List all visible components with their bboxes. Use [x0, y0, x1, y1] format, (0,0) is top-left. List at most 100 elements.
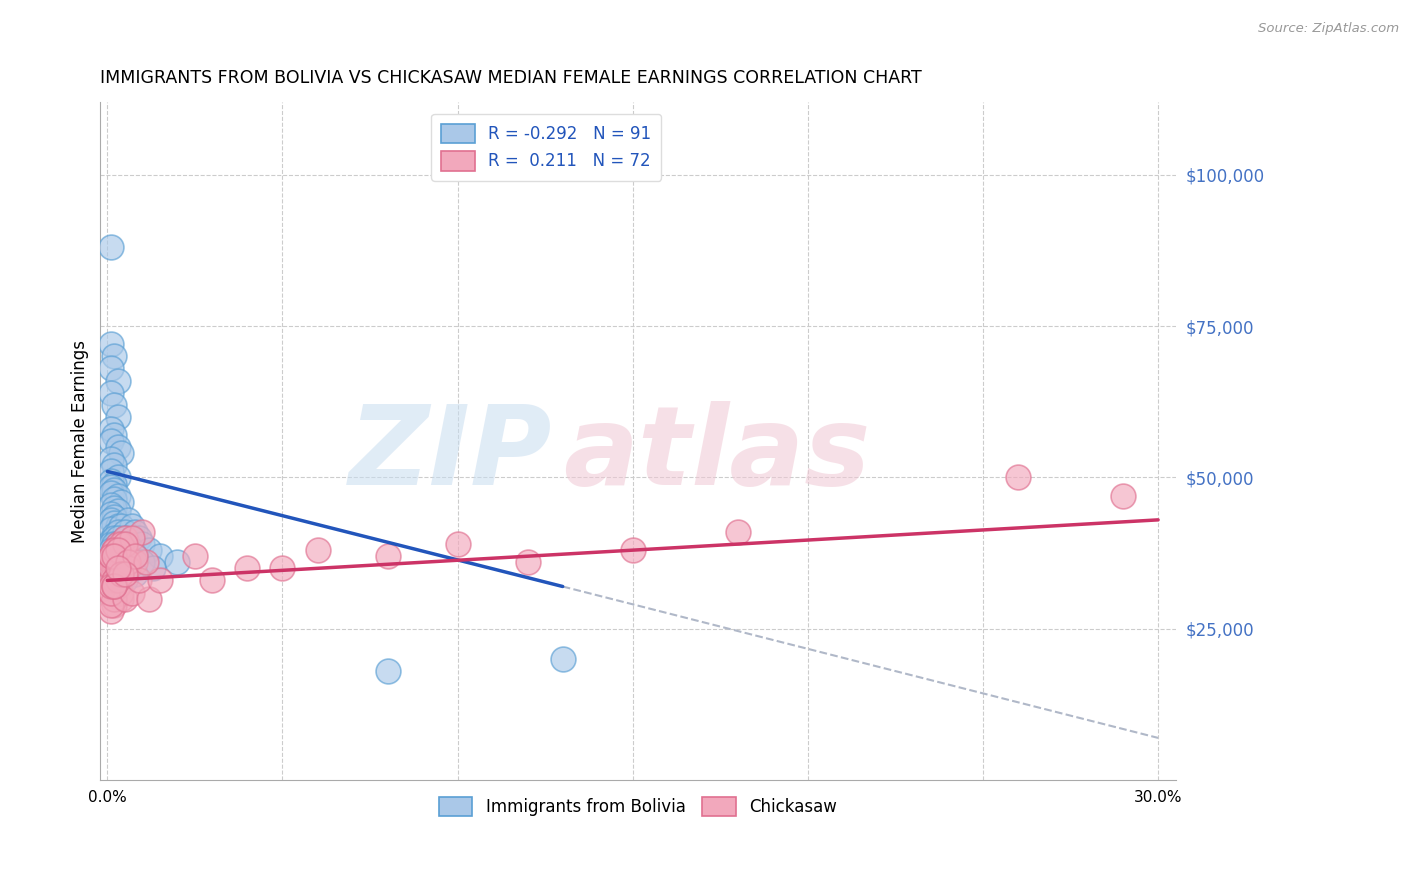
Point — [110, 585, 132, 599]
Point — [138, 543, 160, 558]
Point — [114, 574, 136, 588]
Point — [184, 549, 207, 564]
Point — [121, 585, 143, 599]
Point — [114, 567, 136, 582]
Text: IMMIGRANTS FROM BOLIVIA VS CHICKASAW MEDIAN FEMALE EARNINGS CORRELATION CHART: IMMIGRANTS FROM BOLIVIA VS CHICKASAW MED… — [100, 69, 922, 87]
Point — [128, 574, 150, 588]
Point — [107, 567, 129, 582]
Point — [131, 524, 153, 539]
Point — [100, 498, 122, 512]
Point — [103, 567, 125, 582]
Point — [138, 591, 160, 606]
Point — [110, 561, 132, 575]
Point — [103, 543, 125, 558]
Point — [128, 531, 150, 545]
Point — [107, 531, 129, 545]
Point — [107, 440, 129, 454]
Point — [100, 561, 122, 575]
Point — [107, 549, 129, 564]
Point — [100, 555, 122, 569]
Point — [121, 519, 143, 533]
Point — [103, 574, 125, 588]
Point — [100, 422, 122, 436]
Point — [114, 555, 136, 569]
Point — [100, 240, 122, 254]
Point — [103, 580, 125, 594]
Point — [100, 567, 122, 582]
Point — [107, 470, 129, 484]
Point — [100, 567, 122, 582]
Point — [107, 504, 129, 518]
Point — [103, 558, 125, 573]
Text: ZIP: ZIP — [349, 401, 553, 508]
Point — [114, 543, 136, 558]
Point — [117, 513, 139, 527]
Point — [100, 464, 122, 478]
Point — [107, 519, 129, 533]
Point — [103, 543, 125, 558]
Point — [100, 534, 122, 549]
Point — [100, 513, 122, 527]
Point — [100, 555, 122, 569]
Point — [236, 561, 259, 575]
Point — [149, 549, 172, 564]
Point — [103, 555, 125, 569]
Point — [103, 591, 125, 606]
Point — [446, 537, 468, 551]
Point — [551, 652, 574, 666]
Point — [124, 549, 146, 564]
Point — [103, 537, 125, 551]
Point — [114, 549, 136, 564]
Point — [124, 555, 146, 569]
Point — [110, 567, 132, 582]
Point — [103, 349, 125, 363]
Point — [107, 531, 129, 545]
Point — [142, 561, 165, 575]
Point — [103, 428, 125, 442]
Point — [103, 483, 125, 497]
Point — [100, 507, 122, 521]
Point — [103, 458, 125, 473]
Point — [100, 537, 122, 551]
Point — [114, 531, 136, 545]
Point — [124, 524, 146, 539]
Point — [114, 531, 136, 545]
Point — [107, 561, 129, 575]
Point — [100, 565, 122, 579]
Point — [110, 591, 132, 606]
Point — [103, 549, 125, 564]
Point — [103, 476, 125, 491]
Point — [621, 543, 644, 558]
Point — [135, 555, 157, 569]
Point — [103, 491, 125, 506]
Point — [110, 524, 132, 539]
Point — [100, 574, 122, 588]
Point — [131, 555, 153, 569]
Point — [100, 585, 122, 599]
Point — [124, 549, 146, 564]
Point — [103, 549, 125, 564]
Point — [103, 580, 125, 594]
Point — [110, 543, 132, 558]
Point — [103, 500, 125, 515]
Point — [100, 337, 122, 351]
Point — [114, 524, 136, 539]
Text: Source: ZipAtlas.com: Source: ZipAtlas.com — [1258, 22, 1399, 36]
Point — [307, 543, 329, 558]
Point — [100, 522, 122, 536]
Point — [107, 561, 129, 575]
Point — [100, 574, 122, 588]
Point — [100, 552, 122, 566]
Point — [100, 385, 122, 400]
Point — [100, 452, 122, 467]
Point — [117, 561, 139, 575]
Point — [103, 516, 125, 530]
Point — [100, 540, 122, 554]
Point — [110, 537, 132, 551]
Point — [103, 509, 125, 524]
Point — [110, 446, 132, 460]
Point — [107, 574, 129, 588]
Point — [103, 598, 125, 612]
Point — [107, 567, 129, 582]
Point — [114, 543, 136, 558]
